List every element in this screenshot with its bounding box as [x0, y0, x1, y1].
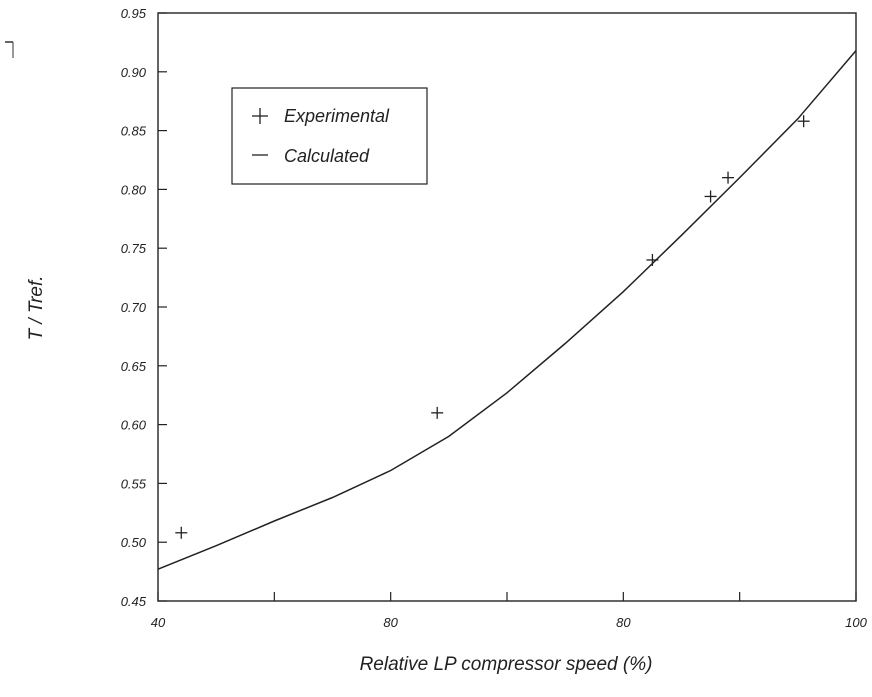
y-tick-label: 0.50 [121, 535, 147, 550]
plot-frame [158, 13, 856, 601]
y-tick-label: 0.60 [121, 418, 147, 433]
y-tick-label: 0.55 [121, 476, 147, 491]
legend-box [232, 88, 427, 184]
x-tick-label: 40 [151, 615, 166, 630]
series-line-calculated [158, 51, 856, 570]
legend-label-calculated: Calculated [284, 146, 370, 166]
x-axis-title: Relative LP compressor speed (%) [360, 654, 653, 675]
x-tick-label: 80 [383, 615, 398, 630]
y-tick-label: 0.45 [121, 594, 147, 609]
data-point-experimental [431, 407, 443, 419]
scan-marks [5, 42, 13, 58]
data-point-experimental [175, 527, 187, 539]
y-tick-label: 0.65 [121, 359, 147, 374]
y-tick-label: 0.85 [121, 124, 147, 139]
y-axis-title: T / Tref. [26, 275, 47, 340]
y-tick-label: 0.95 [121, 6, 147, 21]
y-tick-label: 0.80 [121, 182, 147, 197]
y-tick-label: 0.70 [121, 300, 147, 315]
legend-entry-experimental: Experimental [252, 106, 390, 126]
legend: Experimental Calculated [232, 88, 427, 184]
x-tick-label: 100 [845, 615, 867, 630]
y-tick-label: 0.90 [121, 65, 147, 80]
data-point-experimental [705, 190, 717, 202]
legend-entry-calculated: Calculated [252, 146, 370, 166]
legend-label-experimental: Experimental [284, 106, 390, 126]
data-point-experimental [646, 254, 658, 266]
y-tick-label: 0.75 [121, 241, 147, 256]
data-point-experimental [722, 172, 734, 184]
x-tick-label: 80 [616, 615, 631, 630]
